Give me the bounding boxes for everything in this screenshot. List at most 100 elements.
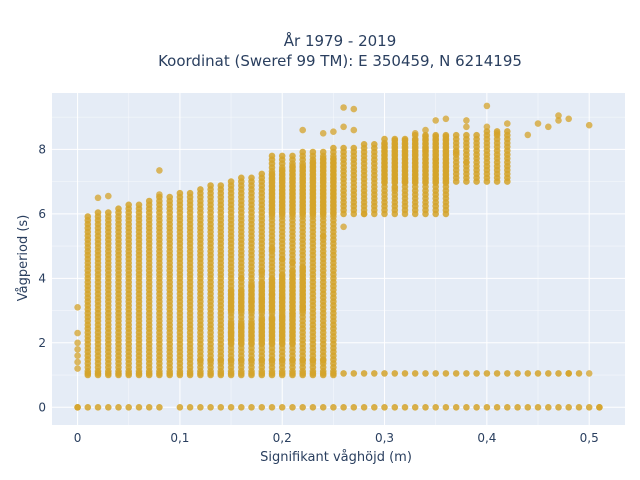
data-point [299, 404, 307, 411]
data-point [74, 304, 81, 311]
data-point [268, 276, 276, 283]
data-point [422, 146, 429, 153]
data-point [115, 370, 122, 377]
data-point [74, 365, 81, 372]
data-point [238, 323, 245, 331]
data-point [309, 370, 317, 377]
data-point [319, 357, 327, 364]
data-point [319, 233, 327, 240]
data-point [299, 264, 307, 272]
data-point [504, 128, 511, 135]
data-point [145, 404, 153, 411]
data-point [391, 135, 399, 143]
data-point [217, 404, 225, 411]
data-point [268, 404, 276, 411]
data-point [330, 144, 337, 152]
data-point [330, 404, 337, 411]
data-point [330, 128, 337, 135]
data-point [105, 370, 112, 377]
data-point [278, 370, 286, 377]
data-point [186, 189, 194, 197]
data-point [135, 370, 143, 377]
data-point [596, 404, 603, 411]
data-point [248, 297, 255, 305]
data-point [534, 120, 542, 127]
data-point [432, 117, 440, 124]
chart-subtitle: Koordinat (Sweref 99 TM): E 350459, N 62… [158, 52, 522, 70]
data-point [238, 275, 245, 282]
data-point [166, 370, 173, 377]
data-point [493, 404, 501, 411]
data-point [156, 370, 163, 377]
data-point [84, 213, 92, 220]
data-point [207, 357, 214, 364]
data-point [227, 178, 235, 185]
data-point [473, 370, 480, 377]
data-point [207, 182, 214, 189]
data-point [442, 404, 450, 411]
data-point [197, 370, 204, 377]
data-point [94, 194, 102, 202]
data-point [238, 287, 245, 295]
data-point [74, 346, 81, 353]
data-point [238, 370, 245, 377]
data-point [145, 197, 153, 205]
data-point [186, 404, 194, 411]
y-axis-ticks: 0 2 4 6 8 [38, 142, 46, 414]
data-point [207, 404, 214, 411]
data-point [125, 404, 132, 411]
data-point [268, 357, 276, 364]
data-point [575, 370, 583, 377]
data-point [319, 404, 327, 411]
data-point [248, 357, 255, 364]
data-point [504, 120, 511, 127]
data-point [350, 126, 358, 134]
data-point [248, 370, 255, 377]
data-point [278, 152, 286, 160]
data-point [145, 370, 153, 377]
data-point [473, 131, 480, 139]
data-point [105, 192, 112, 200]
data-point [74, 358, 81, 366]
data-point [258, 280, 266, 287]
data-point [84, 370, 92, 377]
data-point [309, 357, 317, 364]
data-point [74, 352, 81, 360]
data-point [483, 123, 491, 131]
data-point [289, 268, 296, 276]
data-point [524, 370, 532, 377]
data-point [227, 329, 235, 337]
data-point [258, 357, 266, 364]
data-point [238, 174, 245, 182]
data-point [217, 370, 225, 377]
data-point [422, 126, 429, 134]
data-point [585, 370, 593, 377]
data-point [309, 404, 317, 411]
data-point [360, 210, 368, 218]
data-point [74, 329, 81, 337]
data-point [227, 320, 235, 327]
data-point [401, 404, 409, 411]
data-point [299, 304, 307, 311]
data-point [340, 370, 347, 377]
data-point [422, 404, 429, 411]
data-point [248, 404, 255, 411]
data-point [514, 370, 521, 377]
data-point [258, 296, 266, 303]
data-point [452, 404, 460, 411]
data-point [555, 370, 562, 377]
data-point [258, 370, 266, 377]
data-point [340, 104, 347, 111]
data-point [176, 189, 184, 197]
data-point [391, 184, 399, 192]
data-point [248, 174, 255, 182]
data-point [422, 370, 429, 377]
data-point [514, 404, 521, 411]
data-point [207, 370, 214, 377]
data-point [350, 370, 358, 377]
data-point [452, 370, 460, 377]
data-point [299, 357, 307, 364]
data-point [371, 404, 378, 411]
